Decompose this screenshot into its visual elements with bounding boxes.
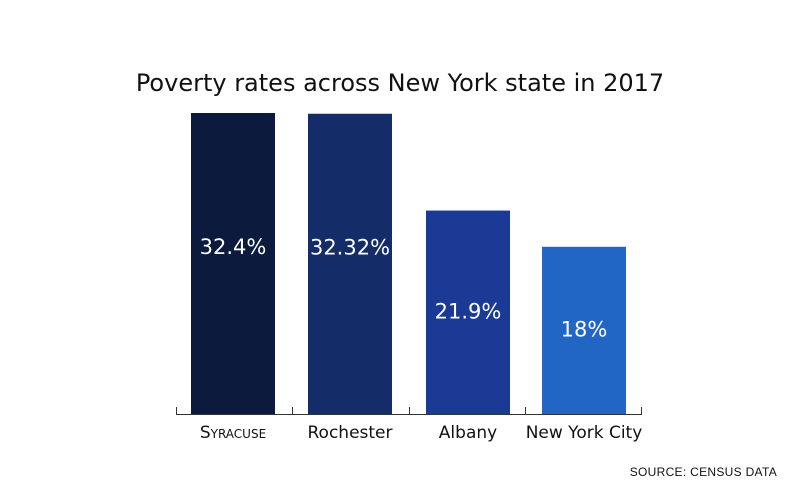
tick-label-albany: Albany bbox=[439, 423, 497, 443]
value-label-rochester: 32.32% bbox=[310, 236, 390, 260]
x-axis bbox=[176, 407, 642, 415]
x-tick-labels: Syracuse Rochester Albany New York City bbox=[200, 423, 642, 443]
bar-albany bbox=[426, 210, 510, 414]
chart-title: Poverty rates across New York state in 2… bbox=[136, 69, 664, 97]
value-label-albany: 21.9% bbox=[435, 299, 502, 323]
bar-rochester bbox=[308, 113, 392, 414]
tick-label-syracuse: Syracuse bbox=[200, 423, 266, 443]
value-label-syracuse: 32.4% bbox=[200, 235, 267, 259]
bars-group: 32.4% 32.32% 21.9% 18% bbox=[191, 113, 626, 414]
bar-syracuse bbox=[191, 113, 275, 414]
source-note: SOURCE: CENSUS DATA bbox=[630, 465, 777, 479]
tick-label-new-york-city: New York City bbox=[526, 423, 643, 443]
tick-label-rochester: Rochester bbox=[308, 423, 393, 443]
value-label-new-york-city: 18% bbox=[561, 317, 608, 341]
bar-new-york-city bbox=[542, 246, 626, 414]
